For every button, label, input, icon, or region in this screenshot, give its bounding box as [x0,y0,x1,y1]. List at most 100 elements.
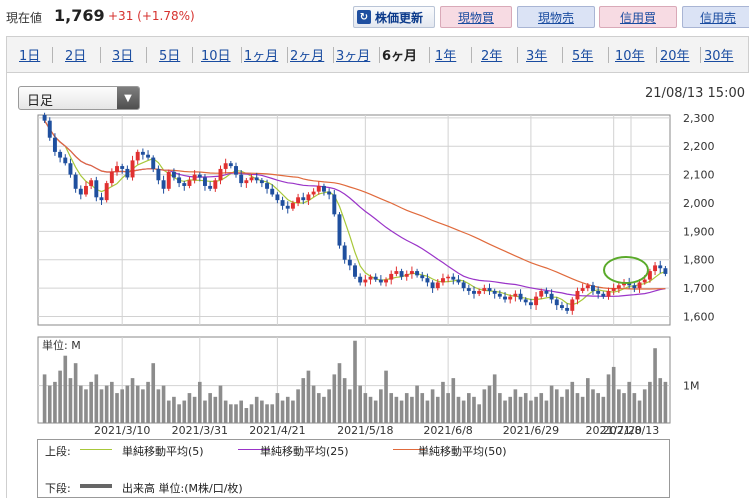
tab-2y[interactable]: 2年 [481,49,503,64]
spot-sell-button[interactable]: 現物売 [517,6,595,28]
volume-bar [239,400,243,423]
tab-10d[interactable]: 10日 [201,49,231,64]
refresh-price-button[interactable]: ↻ 株価更新 [353,6,435,28]
volume-bar [192,396,197,423]
candle-body [653,265,658,272]
candle-body [466,288,471,291]
tab-5d[interactable]: 5日 [159,49,181,64]
volume-bar [156,389,161,423]
tab-2m[interactable]: 2ヶ月 [290,49,325,64]
candle-body [115,166,119,172]
tab-3m[interactable]: 3ヶ月 [336,49,371,64]
volume-bar [311,385,316,423]
price-label: 現在値 [6,11,43,25]
refresh-label: 株価更新 [375,10,424,25]
candle-body [187,180,192,186]
tab-divider [241,47,242,63]
tab-divider [471,47,472,63]
spot-buy-button[interactable]: 現物買 [440,6,512,28]
legend-swatch-ma5 [80,449,112,450]
chart-panel [6,73,749,498]
volume-bar [342,378,347,423]
volume-bar [84,389,88,423]
volume-bar [430,389,435,423]
top-bar: 現在値 1,769 +31 (+1.78%) ↻ 株価更新 現物買 現物売 信用… [0,0,749,32]
volume-bar [487,385,492,423]
period-tab-bar: 1日 2日 3日 5日 10日 1ヶ月 2ヶ月 3ヶ月 6ヶ月 1年 2年 3年… [6,36,749,73]
tab-divider [192,47,193,63]
candle-body [378,279,383,283]
volume-bar [456,396,461,423]
candle-body [146,154,151,158]
volume-bar [663,381,668,423]
volume-bar [348,389,352,423]
volume-bar [166,400,171,423]
candle-body [591,285,595,291]
candle-body [223,163,228,169]
candle-body [337,214,342,246]
candle-body [446,276,451,279]
volume-bar [146,381,150,423]
tab-6m[interactable]: 6ヶ月 [382,49,418,64]
tab-3y[interactable]: 3年 [526,49,548,64]
candle-body [177,177,182,184]
margin-sell-button[interactable]: 信用売 [682,6,749,28]
volume-bar [135,385,140,423]
volume-bar [518,396,523,423]
tab-1y[interactable]: 1年 [435,49,457,64]
candle-period-select[interactable]: 日足 ▼ [18,86,140,110]
volume-bar [130,378,135,423]
volume-bar [596,393,600,423]
tab-divider [656,47,657,63]
candle-body [404,273,409,277]
candle-body [270,188,275,195]
tab-3d[interactable]: 3日 [112,49,134,64]
volume-bar [492,374,497,423]
volume-bar [125,385,130,423]
candle-body [518,293,523,300]
volume-bar [653,348,657,423]
volume-bar [554,389,559,423]
tab-divider [429,47,430,63]
volume-bar [322,396,326,423]
volume-bar [151,363,156,423]
legend-swatch-volume [80,484,112,488]
y-tick-label: 1,600 [683,310,715,323]
volume-bar [580,396,585,423]
volume-bar [389,393,394,423]
candle-body [68,163,73,175]
volume-bar [110,381,114,423]
volume-bar [249,404,254,423]
volume-bar [291,400,295,423]
candle-period-value: 日足 [27,94,54,109]
tab-1d[interactable]: 1日 [19,49,41,64]
x-tick-label: 2021/5/18 [337,424,393,437]
tab-1m[interactable]: 1ヶ月 [244,49,279,64]
volume-bar [399,400,404,423]
volume-bar [637,400,642,423]
candle-body [611,288,616,291]
candle-body [554,299,559,306]
volume-bar [99,389,104,423]
tab-30y[interactable]: 30年 [704,49,734,64]
volume-bar [477,404,481,423]
candle-body [435,282,440,289]
candle-body [84,185,88,195]
candle-body [125,168,130,178]
volume-bar [410,396,414,423]
volume-bar [280,400,285,423]
volume-bar [472,396,476,423]
chevron-down-icon: ▼ [117,87,139,109]
margin-buy-button[interactable]: 信用買 [599,6,677,28]
tab-5y[interactable]: 5年 [572,49,594,64]
volume-bar [141,389,145,423]
candle-body [565,307,570,311]
candle-body [104,183,109,201]
volume-bar [244,408,249,423]
volume-bar [332,374,337,423]
tab-20y[interactable]: 20年 [660,49,690,64]
tab-10y[interactable]: 10年 [615,49,645,64]
candle-body [389,273,394,280]
candle-body [580,288,585,291]
tab-2d[interactable]: 2日 [65,49,87,64]
